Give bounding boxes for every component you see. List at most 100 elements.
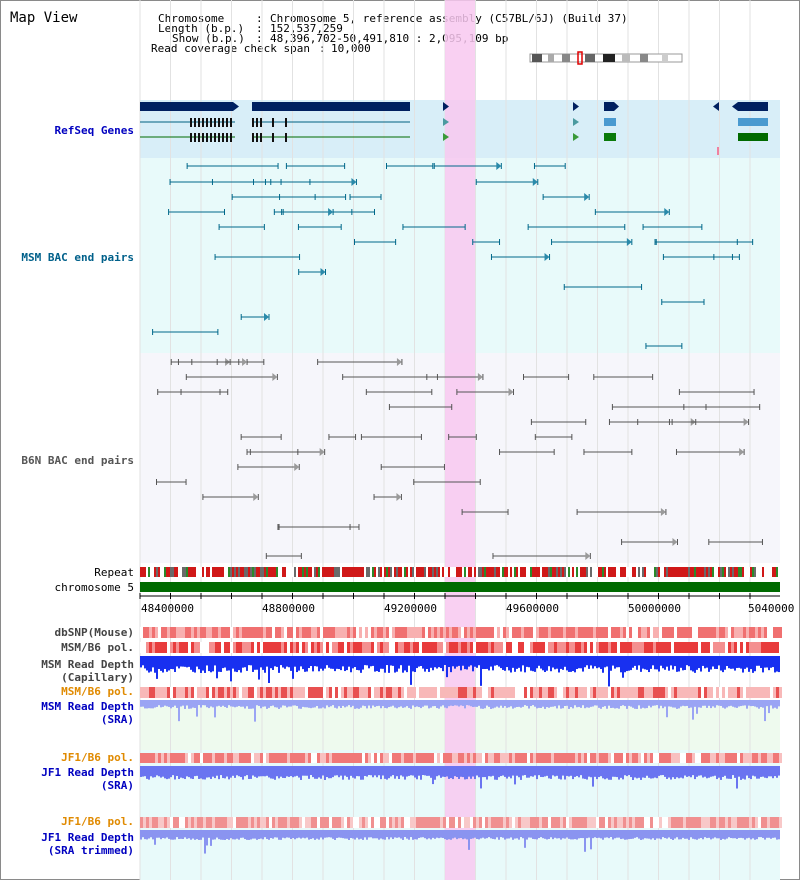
- depth-bar: [308, 656, 310, 669]
- depth-bar: [574, 766, 576, 777]
- depth-bar: [716, 830, 718, 839]
- heat-cell: [473, 627, 476, 638]
- depth-bar: [556, 766, 558, 776]
- depth-bar: [384, 766, 386, 779]
- depth-bar: [284, 656, 286, 669]
- depth-bar: [628, 830, 630, 840]
- refseq-genes[interactable]: [140, 102, 768, 155]
- heat-cell: [140, 642, 143, 653]
- depth-bar: [742, 656, 744, 673]
- bac-pair-arrow: [585, 552, 591, 560]
- heat-cell: [218, 642, 221, 653]
- depth-bar: [412, 830, 414, 840]
- heat-cell: [650, 817, 653, 828]
- heat-cell: [383, 687, 386, 698]
- depth-bar: [392, 700, 394, 706]
- repeat-feature: [282, 567, 284, 577]
- heat-cell: [425, 687, 428, 698]
- depth-bar: [728, 656, 730, 669]
- heat-cell: [479, 687, 482, 698]
- depth-bar: [190, 656, 192, 670]
- depth-bar: [746, 656, 748, 668]
- gene-block: [604, 102, 614, 111]
- depth-bar: [518, 830, 520, 840]
- msm-bac-pairs[interactable]: [152, 162, 754, 349]
- depth-bar: [494, 656, 496, 666]
- depth-bar: [464, 700, 466, 709]
- depth-bar: [422, 830, 424, 838]
- heat-cell: [773, 753, 776, 763]
- depth-bar: [516, 656, 518, 669]
- heat-cell: [215, 687, 218, 698]
- depth-bar: [324, 766, 326, 780]
- depth-bar: [356, 766, 358, 777]
- heat-cell: [338, 642, 341, 653]
- depth-bar: [300, 766, 302, 780]
- depth-bar: [600, 766, 602, 777]
- heat-cell: [389, 627, 392, 638]
- heat-cell: [188, 753, 191, 763]
- heat-cell: [551, 753, 554, 763]
- depth-bar: [662, 700, 664, 709]
- heat-cell: [500, 642, 503, 653]
- depth-bar: [648, 656, 650, 673]
- depth-bar: [530, 700, 532, 707]
- depth-bar: [562, 830, 564, 839]
- heat-cell: [173, 642, 176, 653]
- heat-cell: [464, 753, 467, 763]
- heat-cell: [362, 642, 365, 653]
- heat-cell: [749, 753, 752, 763]
- heat-cell: [689, 687, 692, 698]
- b6n-bac-pairs[interactable]: [156, 358, 763, 560]
- depth-bar: [212, 700, 214, 708]
- heat-cell: [641, 642, 644, 653]
- heat-cell: [374, 642, 377, 653]
- depth-bar: [336, 766, 338, 776]
- repeat-feature: [404, 567, 406, 577]
- heat-cell: [587, 753, 590, 763]
- depth-bar: [682, 830, 684, 838]
- depth-bar: [490, 830, 492, 839]
- repeat-feature: [372, 567, 374, 577]
- heat-cell: [395, 817, 398, 828]
- heat-cell: [563, 687, 566, 698]
- repeat-feature: [614, 567, 616, 577]
- heat-cell: [692, 753, 695, 763]
- depth-bar: [700, 830, 702, 838]
- depth-bar: [492, 656, 494, 671]
- depth-bar: [590, 766, 592, 778]
- depth-bar: [664, 766, 666, 777]
- depth-bar: [606, 656, 608, 667]
- heat-cell: [479, 627, 482, 638]
- depth-bar: [528, 656, 530, 668]
- depth-bar: [750, 766, 752, 780]
- info-colon: :: [256, 32, 263, 45]
- depth-bar: [164, 830, 166, 839]
- chromosome-ideogram[interactable]: [529, 51, 683, 65]
- heat-cell: [620, 642, 623, 653]
- jf1-read-depth-sra-label: JF1 Read Depth: [41, 766, 134, 779]
- heat-cell: [635, 642, 638, 653]
- heat-cell: [419, 642, 422, 653]
- depth-bar: [676, 656, 678, 672]
- bac-pair-arrow: [320, 268, 326, 276]
- heat-cell: [164, 687, 167, 698]
- depth-bar: [262, 766, 264, 777]
- depth-bar: [378, 830, 380, 840]
- heat-cell: [731, 627, 734, 638]
- depth-bar: [276, 656, 278, 667]
- depth-bar: [480, 700, 482, 709]
- depth-bar: [164, 700, 166, 706]
- heat-cell: [461, 753, 464, 763]
- depth-bar: [150, 656, 152, 672]
- depth-bar: [616, 830, 618, 838]
- heat-cell: [329, 642, 332, 653]
- depth-bar: [366, 700, 368, 709]
- depth-bar: [186, 830, 188, 839]
- bac-pair-arrow: [664, 208, 670, 216]
- heat-cell: [386, 687, 389, 698]
- heat-cell: [383, 753, 386, 763]
- heat-cell: [722, 642, 725, 653]
- heat-cell: [521, 642, 524, 653]
